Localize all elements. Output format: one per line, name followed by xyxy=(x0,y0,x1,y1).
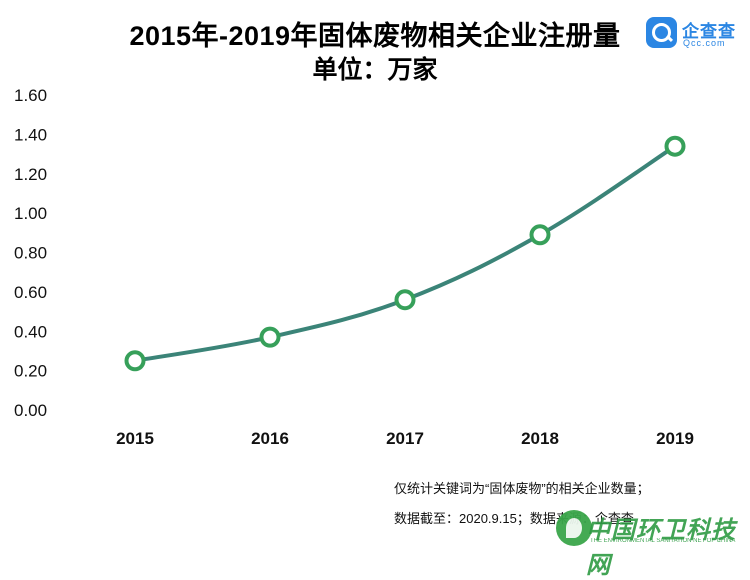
y-tick-label: 0.60 xyxy=(14,283,47,302)
x-tick-label: 2015 xyxy=(116,429,154,448)
data-point-marker xyxy=(529,224,551,246)
y-tick-label: 1.20 xyxy=(14,165,47,184)
y-tick-label: 0.20 xyxy=(14,362,47,381)
series-line xyxy=(133,144,677,363)
y-tick-label: 1.60 xyxy=(14,86,47,105)
data-point-marker xyxy=(394,289,416,311)
x-tick-label: 2019 xyxy=(656,429,694,448)
leaf-logo-icon xyxy=(556,510,592,546)
y-tick-label: 0.80 xyxy=(14,244,47,263)
y-axis: 0.00 0.20 0.40 0.60 0.80 1.00 1.20 1.40 1.60 xyxy=(14,86,47,420)
note-scope: 仅统计关键词为“固体废物”的相关企业数量； xyxy=(394,481,650,496)
watermark-logo: 中国环卫科技网 THE ENVIRONMENTAL SANITATION NET… xyxy=(556,506,748,579)
data-point-marker xyxy=(664,135,686,157)
watermark-subtext: THE ENVIRONMENTAL SANITATION NET OF CHIN… xyxy=(590,538,736,544)
y-tick-label: 1.40 xyxy=(14,125,47,144)
chart-subtitle-unit: 单位：万家 xyxy=(312,56,438,84)
watermark-text: 中国环卫科技网 xyxy=(586,517,736,579)
x-tick-label: 2017 xyxy=(386,429,424,448)
chart-title: 2015年-2019年固体废物相关企业注册量 xyxy=(129,21,621,51)
y-tick-label: 0.40 xyxy=(14,322,47,341)
y-tick-label: 1.00 xyxy=(14,204,47,223)
magnifier-logo-icon xyxy=(646,17,677,48)
x-tick-label: 2016 xyxy=(251,429,289,448)
data-point-marker xyxy=(259,326,281,348)
data-point-marker xyxy=(124,350,146,372)
logo-name: 企查查 xyxy=(682,22,736,41)
line-chart: 0.00 0.20 0.40 0.60 0.80 1.00 1.20 1.40 1.60 201… xyxy=(14,86,694,448)
qichacha-logo: 企查查 Qcc.com xyxy=(646,17,746,49)
y-tick-label: 0.00 xyxy=(14,401,47,420)
logo-domain: Qcc.com xyxy=(683,38,726,48)
series-markers xyxy=(124,135,686,372)
x-axis: 2015 2016 2017 2018 2019 xyxy=(116,429,694,448)
x-tick-label: 2018 xyxy=(521,429,559,448)
